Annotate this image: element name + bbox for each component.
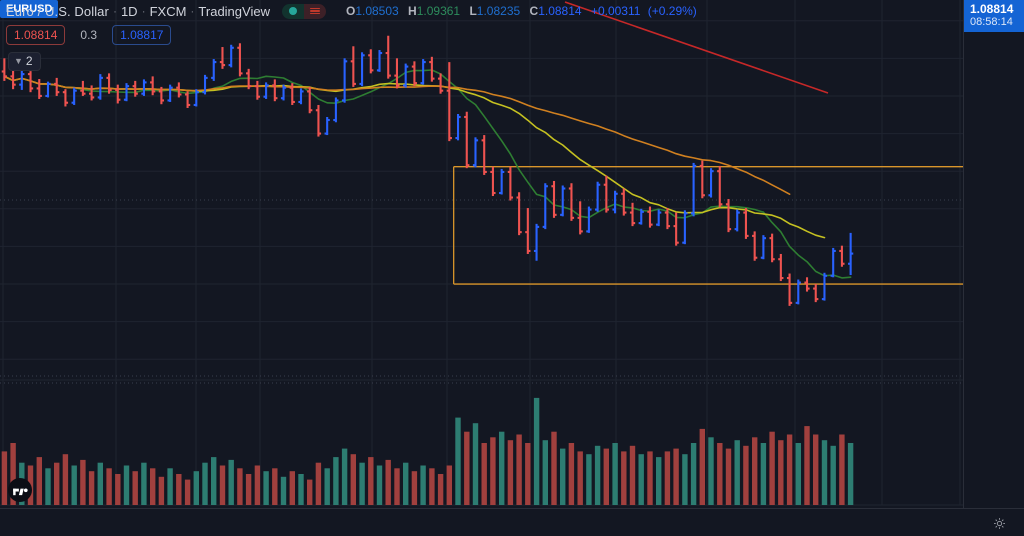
indicator-value-row: 1.08814 0.3 1.08817	[6, 25, 172, 45]
chart-canvas[interactable]	[0, 0, 963, 508]
pane-badge-label: 2	[25, 54, 33, 68]
time-scale[interactable]	[0, 508, 1024, 536]
bar-countdown-timer: 08:58:14	[970, 16, 1013, 28]
gear-icon[interactable]	[993, 517, 1006, 530]
indicator-value-blue[interactable]: 1.08817	[112, 25, 172, 45]
symbol-price-tag[interactable]: EURUSD	[0, 0, 59, 18]
chevron-down-icon: ▼	[14, 55, 23, 66]
indicator-value-mid: 0.3	[80, 28, 98, 42]
current-price-value: 1.08814	[970, 2, 1014, 16]
chart-plot-area[interactable]	[0, 0, 963, 508]
indicator-value-red[interactable]: 1.08814	[6, 25, 66, 45]
price-scale[interactable]: USD ▼ 1.08814 08:58:14	[963, 0, 1024, 508]
current-price-badge[interactable]: 1.08814 08:58:14	[964, 0, 1024, 32]
tradingview-logo-icon[interactable]	[8, 478, 32, 502]
pane-collapse-badge[interactable]: ▼ 2	[8, 52, 41, 71]
